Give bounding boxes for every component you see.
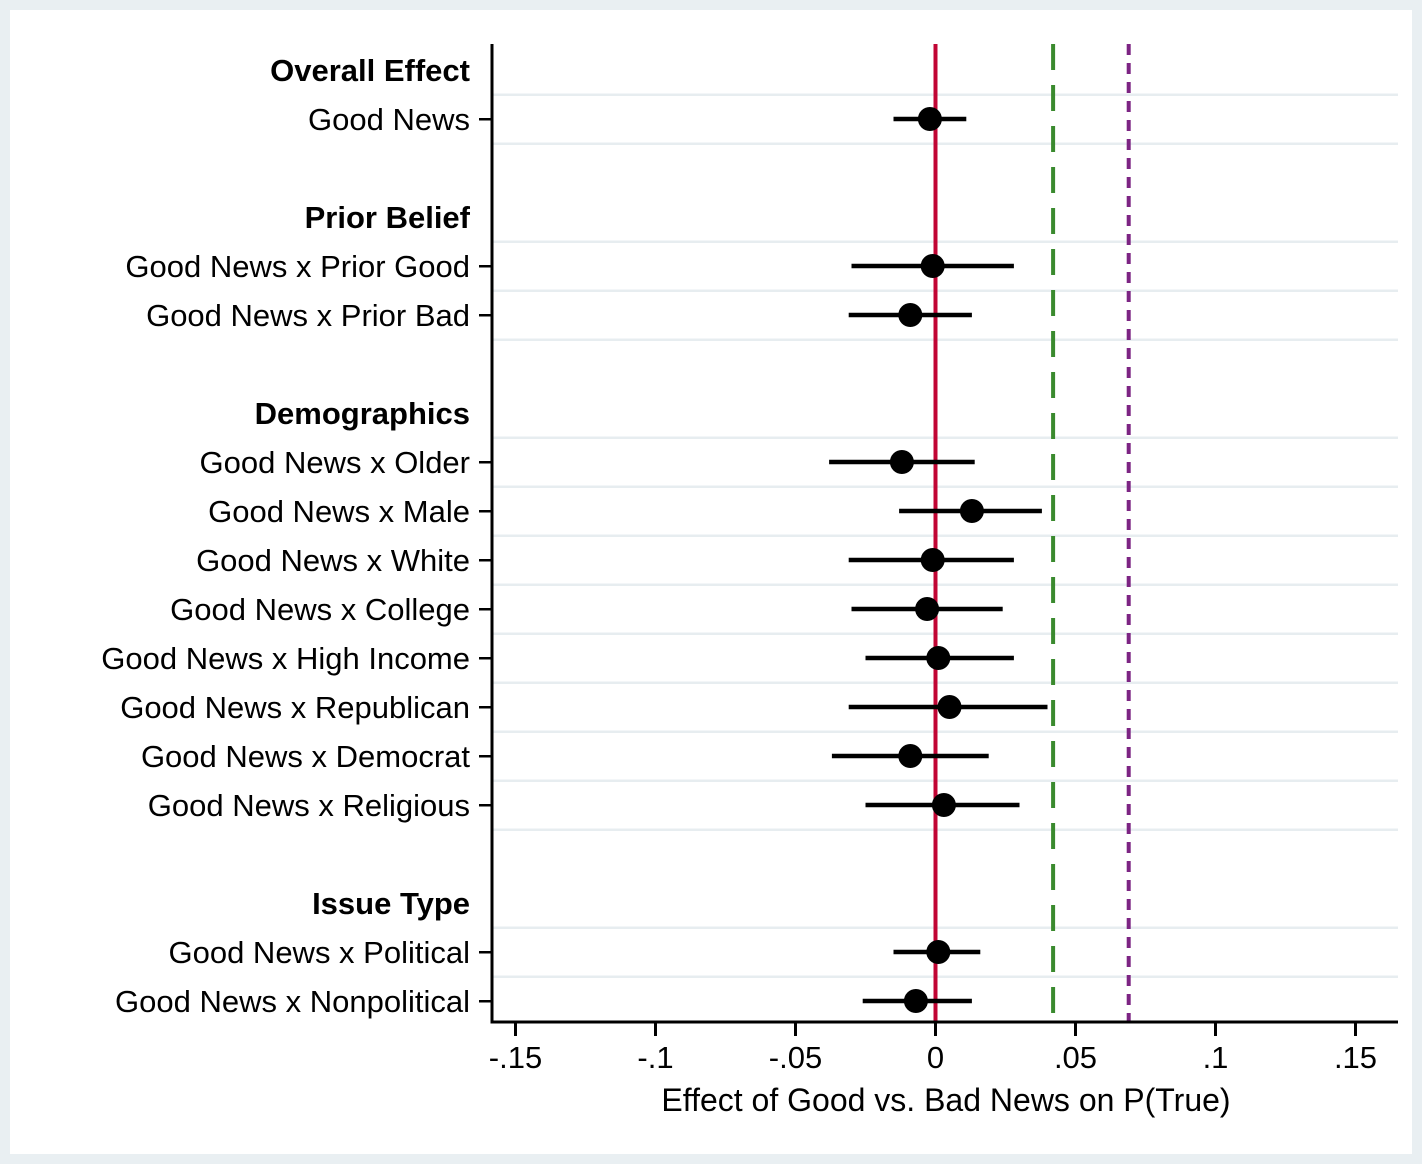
point-estimate-dot [915, 597, 940, 621]
point-estimate-dot [931, 793, 956, 817]
row-label: Good News x Prior Good [125, 249, 470, 284]
row-label: Good News x Democrat [141, 739, 470, 774]
section-header: Overall Effect [270, 53, 470, 88]
point-estimate-dot [889, 450, 914, 474]
section-header: Issue Type [312, 886, 470, 921]
row-label: Good News x White [196, 543, 470, 578]
row-label: Good News x High Income [101, 641, 470, 676]
x-axis-title: Effect of Good vs. Bad News on P(True) [661, 1082, 1231, 1118]
row-label: Good News x Older [200, 445, 471, 480]
row-label: Good News x Religious [148, 788, 470, 823]
point-estimate-dot [920, 548, 945, 572]
point-estimate-dot [898, 303, 923, 327]
row-label: Good News x Prior Bad [146, 298, 470, 333]
point-estimate-dot [903, 989, 928, 1013]
point-estimate-dot [898, 744, 923, 768]
x-tick-label: -.1 [637, 1040, 673, 1075]
point-estimate-dot [926, 646, 951, 670]
x-tick-label: -.15 [489, 1040, 542, 1075]
row-label: Good News x Nonpolitical [115, 984, 470, 1019]
row-label: Good News [308, 102, 470, 137]
point-estimate-dot [959, 499, 984, 523]
point-estimate-dot [917, 107, 942, 131]
row-label: Good News x Republican [120, 690, 470, 725]
x-tick-label: .05 [1054, 1040, 1097, 1075]
point-estimate-dot [920, 254, 945, 278]
point-estimate-dot [926, 940, 951, 964]
row-label: Good News x Political [168, 935, 470, 970]
section-header: Prior Belief [305, 200, 471, 235]
x-tick-label: 0 [927, 1040, 944, 1075]
x-tick-label: -.05 [769, 1040, 822, 1075]
plot-canvas [10, 10, 1412, 1154]
section-header: Demographics [255, 396, 470, 431]
row-label: Good News x College [170, 592, 470, 627]
x-tick-label: .1 [1203, 1040, 1229, 1075]
row-label: Good News x Male [208, 494, 470, 529]
x-tick-label: .15 [1334, 1040, 1377, 1075]
point-estimate-dot [937, 695, 962, 719]
